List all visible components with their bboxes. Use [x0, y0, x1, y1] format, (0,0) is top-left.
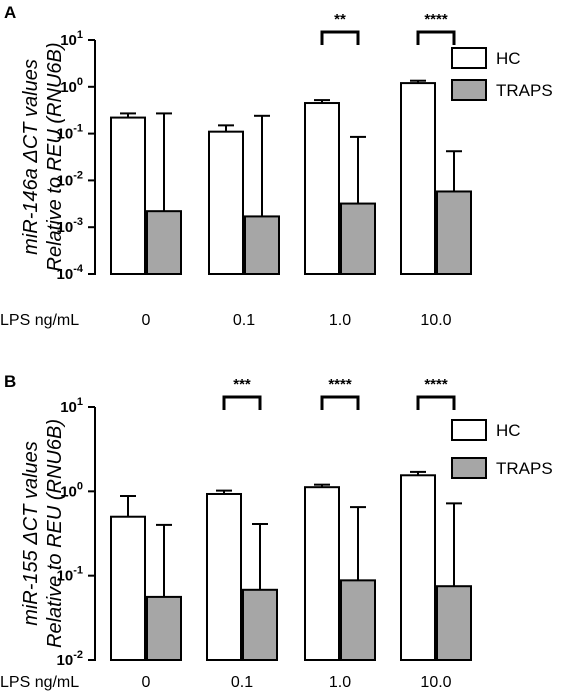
x-category-label: 0.1	[231, 674, 253, 691]
bar-hc-0_1	[208, 130, 244, 275]
panel-letter: A	[4, 3, 16, 22]
y-tick-label: 10-1	[57, 123, 83, 143]
y-tick-label-base: 10	[57, 568, 74, 585]
y-axis-title-line1: miR-146a ΔCT values	[20, 59, 42, 255]
legend-swatch-hc	[451, 47, 487, 69]
x-axis-title: LPS ng/mL	[0, 312, 79, 329]
y-tick-label-base: 10	[60, 399, 77, 416]
y-tick-label: 100	[60, 480, 83, 500]
bar-hc-10_0	[400, 474, 436, 661]
y-tick-label-exponent: -1	[73, 565, 83, 577]
y-tick-label-base: 10	[57, 172, 74, 189]
bar-traps-10_0	[436, 585, 472, 662]
y-tick-label-base: 10	[57, 652, 74, 669]
y-tick-label: 101	[60, 396, 83, 416]
bar-hc-0	[110, 515, 146, 662]
legend-swatch-traps	[451, 79, 487, 101]
bar-traps-0	[146, 595, 182, 662]
x-category-label: 0	[142, 674, 151, 691]
bar-traps-0_1	[242, 588, 278, 661]
y-tick-label-exponent: 0	[77, 480, 83, 492]
y-tick-label-base: 10	[57, 219, 74, 236]
x-category-label: 0.1	[233, 312, 255, 329]
y-tick-label-exponent: -2	[73, 649, 83, 661]
y-tick-label-base: 10	[57, 266, 74, 283]
x-category-label: 0	[142, 312, 151, 329]
y-tick-label: 10-2	[57, 169, 83, 189]
y-tick-label: 10-2	[57, 649, 83, 669]
significance-label: ****	[424, 376, 448, 393]
significance-label: ***	[233, 376, 251, 393]
significance-label: ****	[424, 11, 448, 28]
legend-label-hc: HC	[496, 421, 521, 440]
bar-traps-0	[146, 210, 182, 276]
panel-letter: B	[4, 372, 16, 391]
y-tick-label: 10-4	[57, 263, 84, 283]
legend-label-hc: HC	[496, 49, 521, 68]
bar-traps-10_0	[436, 190, 472, 275]
y-tick-label: 10-3	[57, 216, 83, 236]
significance-bracket	[416, 395, 456, 410]
bar-hc-0	[110, 116, 146, 275]
x-category-label: 1.0	[329, 312, 351, 329]
y-tick-label: 100	[60, 76, 83, 96]
bar-hc-1_0	[304, 102, 340, 276]
y-tick-label-exponent: 1	[77, 396, 83, 408]
bar-hc-1_0	[304, 486, 340, 661]
x-category-label: 1.0	[329, 674, 351, 691]
y-axis-title-line2: Relative to REU (RNU6B)	[44, 43, 66, 272]
bar-traps-1_0	[340, 579, 376, 662]
significance-label: **	[334, 11, 346, 28]
x-category-label: 10.0	[420, 312, 451, 329]
x-category-label: 10.0	[420, 674, 451, 691]
y-tick-label-exponent: -3	[73, 216, 83, 228]
y-tick-label-exponent: 1	[77, 29, 83, 41]
bar-hc-10_0	[400, 82, 436, 275]
bar-traps-1_0	[340, 202, 376, 275]
bar-traps-0_1	[244, 215, 280, 276]
y-tick-label-base: 10	[57, 126, 74, 143]
y-tick-label: 101	[60, 29, 83, 49]
significance-bracket	[320, 30, 360, 45]
legend-label-traps: TRAPS	[496, 81, 553, 100]
significance-bracket	[222, 395, 262, 410]
significance-bracket	[320, 395, 360, 410]
significance-bracket	[416, 30, 456, 45]
y-tick-label-base: 10	[60, 483, 77, 500]
y-tick-label-base: 10	[60, 79, 77, 96]
y-axis-title-line2: Relative to REU (RNU6B)	[44, 419, 66, 648]
legend-swatch-traps	[451, 457, 487, 479]
y-tick-label-exponent: -1	[73, 123, 83, 135]
legend-swatch-hc	[451, 419, 487, 441]
y-tick-label-exponent: -2	[73, 169, 83, 181]
y-tick-label-exponent: -4	[73, 263, 84, 275]
x-axis-title: LPS ng/mL	[0, 674, 79, 691]
legend-label-traps: TRAPS	[496, 459, 553, 478]
significance-label: ****	[328, 376, 352, 393]
y-tick-label: 10-1	[57, 565, 83, 585]
y-tick-label-exponent: 0	[77, 76, 83, 88]
bar-hc-0_1	[206, 492, 242, 661]
y-axis-title-line1: miR-155 ΔCT values	[20, 441, 42, 626]
y-tick-label-base: 10	[60, 32, 77, 49]
